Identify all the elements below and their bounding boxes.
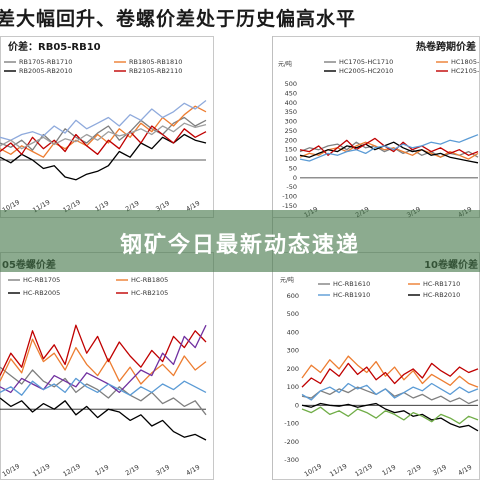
- y-tick-label: 0: [293, 174, 297, 182]
- banner-title: 钢矿今日最新动态速递: [119, 233, 360, 258]
- y-tick-label: 0: [295, 401, 299, 409]
- series-line-4: [301, 362, 479, 388]
- series-line-0: [0, 366, 207, 416]
- panel-frame: [0, 252, 214, 480]
- legend-label: RB1705-RB1710: [19, 58, 72, 66]
- chart-hc-calendar-spread: 热卷跨期价差 元/吨 500 450 400 350 300 250 200 150 100 50 0-…: [272, 36, 480, 218]
- y-tick-label: 250: [285, 127, 297, 135]
- series-line-4: [0, 99, 207, 141]
- chart-hc-rb-05: 05卷螺价差HC-RB1705HC-RB1805HC-RB2005HC-RB21…: [0, 252, 214, 480]
- y-tick-label: 500: [287, 310, 299, 318]
- series-line-1: [0, 338, 207, 385]
- y-tick-label: -50: [286, 183, 297, 191]
- y-tick-label: -200: [284, 438, 299, 446]
- y-tick-label: -300: [284, 456, 299, 464]
- series-line-3: [0, 125, 207, 155]
- series-line-0: [299, 141, 479, 158]
- legend-label: RB1805-RB1810: [129, 58, 182, 66]
- legend-label: HC2105-HC2110: [451, 67, 480, 75]
- series-line-1: [301, 355, 479, 388]
- y-tick-label: -100: [282, 193, 297, 201]
- y-tick-label: 450: [285, 89, 297, 97]
- series-line-5: [0, 377, 207, 396]
- y-tick-label: 200: [285, 136, 297, 144]
- legend-label: HC1705-HC1710: [339, 58, 393, 66]
- legend-label: HC-RB1805: [131, 276, 168, 284]
- y-tick-label: 400: [287, 328, 299, 336]
- legend-label: HC2005-HC2010: [339, 67, 393, 75]
- series-line-2: [299, 141, 479, 164]
- headline-text: 差大幅回升、卷螺价差处于历史偏高水平: [0, 8, 357, 30]
- series-line-5: [0, 122, 207, 150]
- y-unit: 元/吨: [278, 60, 292, 68]
- series-line-4: [299, 134, 479, 162]
- y-unit: 元/吨: [280, 276, 294, 284]
- series-line-5: [301, 406, 479, 425]
- y-tick-label: 100: [285, 155, 297, 163]
- panel-frame: [272, 252, 480, 480]
- chart-rb05-rb10: 价差：RB05-RB10 RB1705-RB1710 RB1805-RB1810 RB…: [0, 36, 214, 218]
- series-line-4: [0, 324, 207, 394]
- y-tick-label: 600: [287, 292, 299, 300]
- chart-title: 热卷跨期价差: [416, 40, 476, 53]
- legend-label: HC1805-HC1810: [451, 58, 480, 66]
- chart-hc-rb-10: 10卷螺价差元/吨6005004003002001000-100-200-300…: [272, 252, 480, 480]
- legend-label: HC-RB2005: [23, 289, 60, 297]
- legend-label: HC-RB1710: [423, 280, 460, 288]
- banner-overlay: 钢矿今日最新动态速递: [0, 210, 480, 272]
- legend-label: HC-RB1705: [23, 276, 60, 284]
- y-tick-label: 300: [285, 118, 297, 126]
- chart-title: 价差：RB05-RB10: [8, 40, 101, 53]
- y-tick-label: 500: [285, 80, 297, 88]
- legend-label: HC-RB1910: [333, 291, 370, 299]
- series-line-3: [301, 402, 479, 432]
- y-tick-label: 350: [285, 108, 297, 116]
- series-line-1: [0, 105, 207, 158]
- legend-label: HC-RB1610: [333, 280, 370, 288]
- y-tick-label: -100: [284, 420, 299, 428]
- legend-label: RB2105-RB2110: [129, 67, 182, 75]
- y-tick-label: 50: [289, 164, 297, 172]
- y-tick-label: 100: [287, 383, 299, 391]
- series-line-3: [0, 324, 207, 376]
- series-line-2: [301, 382, 479, 401]
- headline: 差大幅回升、卷螺价差处于历史偏高水平: [0, 0, 480, 36]
- y-tick-label: 150: [285, 146, 297, 154]
- legend-label: HC-RB2105: [131, 289, 168, 297]
- legend-label: HC-RB2010: [423, 291, 460, 299]
- y-tick-label: 300: [287, 347, 299, 355]
- series-line-2: [0, 397, 207, 441]
- y-tick-label: 400: [285, 99, 297, 107]
- legend-label: RB2005-RB2010: [19, 67, 72, 75]
- y-tick-label: 200: [287, 365, 299, 373]
- y-tick-label: -150: [282, 202, 297, 210]
